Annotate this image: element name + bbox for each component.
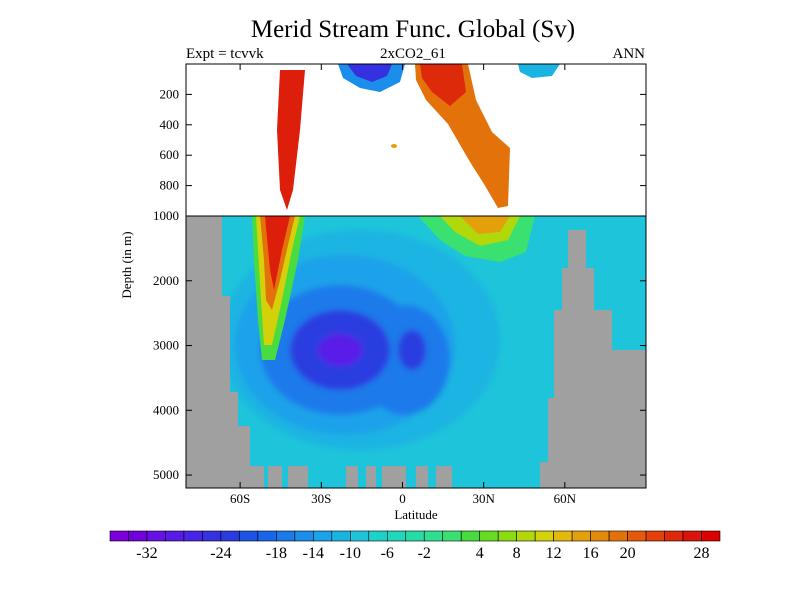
- colorbar-swatch: [368, 530, 388, 542]
- latitude-tick-label: 0: [399, 491, 406, 506]
- colorbar-swatch: [682, 530, 702, 542]
- colorbar-tick-label: -2: [418, 545, 431, 562]
- southern-blue-cell-core: [347, 64, 392, 82]
- colorbar-swatch: [442, 530, 462, 542]
- colorbar: [109, 530, 721, 542]
- upper-depth-tick-label: 1000: [153, 208, 179, 223]
- masked-topography: [186, 216, 646, 488]
- upper-depth-panel: [186, 64, 646, 216]
- colorbar-tick-label: -24: [210, 545, 231, 562]
- colorbar-tick-label: 20: [620, 545, 636, 562]
- colorbar-tick-label: -18: [266, 545, 287, 562]
- colorbar-swatch: [497, 530, 517, 542]
- upper-depth-tick-label: 400: [160, 117, 180, 132]
- upper-depth-tick-label: 600: [160, 147, 180, 162]
- northern-red-cell: [415, 64, 510, 208]
- upper-depth-tick-label: 200: [160, 86, 180, 101]
- lower-depth-tick-label: 5000: [153, 467, 179, 482]
- colorbar-swatch: [664, 530, 684, 542]
- colorbar-swatch: [239, 530, 259, 542]
- northern-red-cell-core: [420, 64, 466, 106]
- upper-depth-tick-label: 800: [160, 178, 180, 193]
- colorbar-swatch: [608, 530, 628, 542]
- latitude-ticks: 60S 30S 0 30N 60N: [230, 64, 577, 506]
- colorbar-swatch: [350, 530, 370, 542]
- colorbar-swatch: [571, 530, 591, 542]
- southern-overturning-cell-upper: [277, 70, 305, 210]
- lower-depth-tick-label: 2000: [153, 273, 179, 288]
- lower-depth-tick-label: 3000: [153, 338, 179, 353]
- upper-depth-ticks: 200 400 600 800 1000: [153, 86, 646, 223]
- colorbar-swatch: [331, 530, 351, 542]
- colorbar-tick-label: 12: [546, 545, 562, 562]
- colorbar-tick-label: 8: [513, 545, 521, 562]
- lower-depth-ticks: 2000 3000 4000 5000: [153, 273, 646, 482]
- lower-depth-tick-label: 4000: [153, 402, 179, 417]
- colorbar-swatch: [553, 530, 573, 542]
- colorbar-tick-label: -14: [303, 545, 324, 562]
- colorbar-swatch: [627, 530, 647, 542]
- case-label: 2xCO2_61: [380, 46, 446, 62]
- lower-depth-panel: [186, 216, 646, 488]
- colorbar-swatch: [165, 530, 185, 542]
- latitude-tick-label: 30N: [472, 491, 495, 506]
- colorbar-swatch: [516, 530, 536, 542]
- latitude-tick-label: 60N: [554, 491, 577, 506]
- colorbar-swatch: [423, 530, 444, 542]
- chart-title: Merid Stream Func. Global (Sv): [250, 16, 576, 43]
- latitude-tick-label: 60S: [230, 491, 250, 506]
- colorbar-swatch: [128, 530, 148, 542]
- colorbar-swatch: [202, 530, 222, 542]
- colorbar-swatch: [220, 530, 240, 542]
- colorbar-tick-label: 28: [694, 545, 710, 562]
- colorbar-swatch: [460, 530, 480, 542]
- north-blue-patch: [518, 64, 560, 78]
- colorbar-swatch: [479, 530, 499, 542]
- experiment-label: Expt = tcvvk: [186, 46, 264, 62]
- latitude-tick-label: 30S: [311, 491, 331, 506]
- x-axis-title: Latitude: [394, 507, 438, 522]
- colorbar-tick-label: -10: [340, 545, 361, 562]
- colorbar-swatch: [645, 530, 665, 542]
- colorbar-tick-label: 16: [583, 545, 599, 562]
- season-label: ANN: [612, 46, 646, 62]
- y-axis-title: Depth (in m): [119, 231, 134, 298]
- plot-frame: [185, 63, 647, 489]
- colorbar-swatch: [276, 530, 296, 542]
- colorbar-tick-label: -6: [381, 545, 394, 562]
- colorbar-swatch: [313, 530, 333, 542]
- colorbar-tick-label: 4: [476, 545, 484, 562]
- colorbar-swatch: [386, 530, 407, 542]
- colorbar-swatch: [146, 530, 166, 542]
- colorbar-swatch: [405, 530, 425, 542]
- colorbar-labels: -32 -24 -18 -14 -10 -6 -2 4 8 12 16 20 28: [136, 545, 709, 562]
- colorbar-swatch: [590, 530, 610, 542]
- colorbar-swatch: [534, 530, 554, 542]
- colorbar-swatch: [257, 530, 277, 542]
- colorbar-swatch: [294, 530, 314, 542]
- colorbar-swatch: [183, 530, 203, 542]
- colorbar-tick-label: -32: [136, 545, 157, 562]
- colorbar-swatch: [109, 530, 129, 542]
- colorbar-swatch: [701, 530, 721, 542]
- small-orange-spot: [391, 144, 397, 148]
